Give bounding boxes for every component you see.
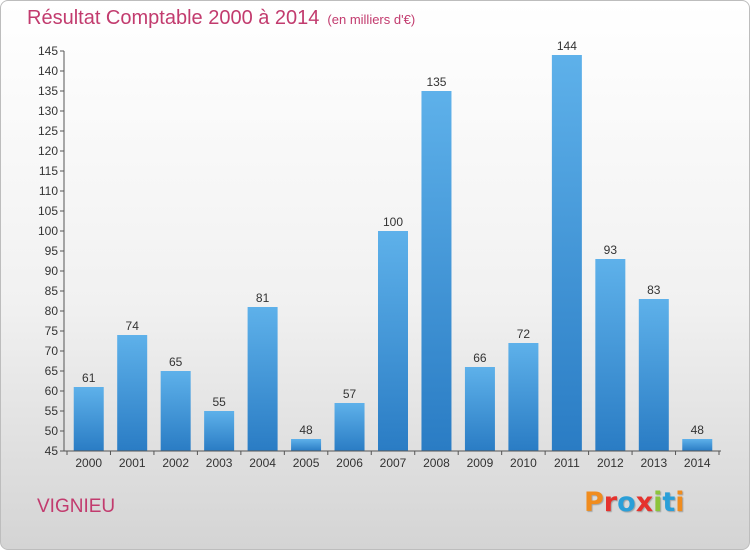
bar-2001 (117, 335, 148, 451)
bar-2002 (160, 371, 191, 451)
y-tick-label: 80 (45, 304, 59, 318)
data-label-2014: 48 (691, 423, 705, 437)
logo-letter: i (653, 487, 663, 518)
chart-title: Résultat Comptable 2000 à 2014 (en millie… (27, 7, 415, 30)
data-label-2002: 65 (169, 355, 183, 369)
data-label-2008: 135 (426, 75, 446, 89)
data-label-2003: 55 (212, 395, 226, 409)
y-tick-label: 100 (38, 224, 58, 238)
data-label-2000: 61 (82, 371, 96, 385)
bar-2003 (204, 411, 235, 451)
commune-name: VIGNIEU (37, 496, 116, 517)
x-tick-label: 2013 (640, 456, 667, 470)
x-axis: 2000 2001 2002 2003 2004 2005 2006 2007 2008 2009… (64, 450, 721, 470)
data-label-2005: 48 (299, 423, 313, 437)
y-tick-label: 55 (45, 404, 59, 418)
x-tick-label: 2004 (249, 456, 276, 470)
data-label-2004: 81 (256, 291, 270, 305)
chart-unit-note: (en milliers d'€) (327, 12, 416, 27)
logo-letter: r (603, 487, 618, 518)
y-tick-label: 65 (45, 364, 59, 378)
y-tick-label: 45 (45, 444, 59, 458)
logo-letter: i (675, 487, 685, 518)
y-tick-label: 135 (38, 84, 58, 98)
logo-letter: x (635, 487, 654, 518)
bar-series: 61 74 65 55 81 48 57 100 135 66 72 144 93 83 48 (73, 39, 713, 451)
logo-letter: o (617, 487, 636, 518)
y-tick-label: 120 (38, 144, 58, 158)
y-tick-label: 105 (38, 204, 58, 218)
logo-letter: t (662, 487, 676, 518)
x-tick-label: 2002 (162, 456, 189, 470)
x-tick-label: 2012 (597, 456, 624, 470)
proxiti-logo[interactable]: Proxiti (584, 487, 685, 518)
data-label-2001: 74 (126, 319, 140, 333)
y-tick-label: 75 (45, 324, 59, 338)
y-tick-label: 115 (39, 164, 58, 178)
data-label-2007: 100 (383, 215, 403, 229)
x-tick-label: 2005 (293, 456, 320, 470)
bar-2014 (682, 439, 713, 451)
y-tick-label: 50 (45, 424, 59, 438)
y-tick-label: 70 (45, 344, 59, 358)
y-tick-label: 125 (38, 124, 58, 138)
x-tick-label: 2000 (75, 456, 102, 470)
bar-2005 (291, 439, 322, 451)
x-tick-label: 2010 (510, 456, 537, 470)
bar-2008 (421, 91, 452, 451)
x-tick-label: 2009 (467, 456, 494, 470)
bar-2000 (73, 387, 104, 451)
bar-2004 (247, 307, 278, 451)
data-label-2013: 83 (647, 283, 661, 297)
data-label-2006: 57 (343, 387, 357, 401)
bar-2011 (551, 55, 582, 451)
x-tick-label: 2001 (119, 456, 146, 470)
logo-letter: P (584, 487, 604, 518)
bar-2009 (464, 367, 495, 451)
y-tick-label: 90 (45, 264, 59, 278)
x-tick-label: 2007 (380, 456, 407, 470)
bar-2013 (638, 299, 669, 451)
y-axis: 45 50 55 60 65 70 75 80 85 90 95 100 105 110 115 120 125… (38, 44, 65, 458)
y-tick-label: 145 (38, 44, 58, 58)
y-tick-label: 60 (45, 384, 59, 398)
x-tick-label: 2011 (554, 456, 580, 470)
bar-2012 (595, 259, 626, 451)
y-tick-label: 95 (45, 244, 59, 258)
data-label-2012: 93 (604, 243, 618, 257)
y-tick-label: 140 (38, 64, 58, 78)
data-label-2011: 144 (557, 39, 577, 53)
y-tick-label: 130 (38, 104, 58, 118)
chart-title-main: Résultat Comptable 2000 à 2014 (27, 7, 320, 29)
bar-2007 (378, 231, 408, 451)
y-tick-label: 110 (39, 184, 58, 198)
data-label-2009: 66 (473, 351, 487, 365)
x-tick-label: 2003 (206, 456, 233, 470)
bar-2010 (508, 343, 539, 451)
x-tick-label: 2014 (684, 456, 711, 470)
data-label-2010: 72 (517, 327, 531, 341)
bar-2006 (334, 403, 365, 451)
y-tick-label: 85 (45, 284, 59, 298)
x-tick-label: 2006 (336, 456, 363, 470)
x-tick-label: 2008 (423, 456, 450, 470)
